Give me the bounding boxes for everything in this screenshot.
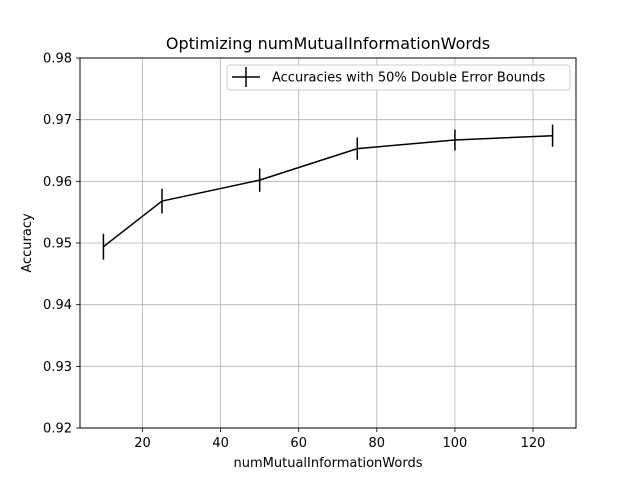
x-tick-label: 80 — [369, 436, 386, 451]
ticks: 20 40 60 80 100 120 0.92 0.93 0.94 0.95 0.96 0.97 0.… — [43, 52, 545, 452]
x-axis-title: numMutualInformationWords — [234, 456, 423, 471]
y-tick-label: 0.95 — [43, 237, 72, 252]
y-tick-label: 0.96 — [43, 175, 72, 190]
y-tick-label: 0.92 — [43, 422, 72, 437]
x-tick-label: 60 — [290, 436, 307, 451]
x-tick-label: 100 — [443, 436, 468, 451]
series-line — [102, 134, 553, 248]
y-tick-label: 0.94 — [43, 298, 72, 313]
y-tick-label: 0.98 — [43, 52, 72, 67]
x-tick-label: 40 — [212, 436, 229, 451]
y-axis-title: Accuracy — [20, 213, 35, 273]
legend-box — [226, 64, 571, 91]
y-tick-label: 0.93 — [43, 360, 72, 375]
x-tick-label: 120 — [521, 436, 546, 451]
y-tick-label: 0.97 — [43, 113, 72, 128]
legend-label: Accuracies with 50% Double Error Bounds — [272, 71, 546, 86]
data-layer — [102, 124, 554, 260]
x-tick-label: 20 — [134, 436, 151, 451]
chart-title: Optimizing numMutualInformationWords — [166, 34, 490, 53]
legend: Accuracies with 50% Double Error Bounds — [226, 64, 571, 91]
